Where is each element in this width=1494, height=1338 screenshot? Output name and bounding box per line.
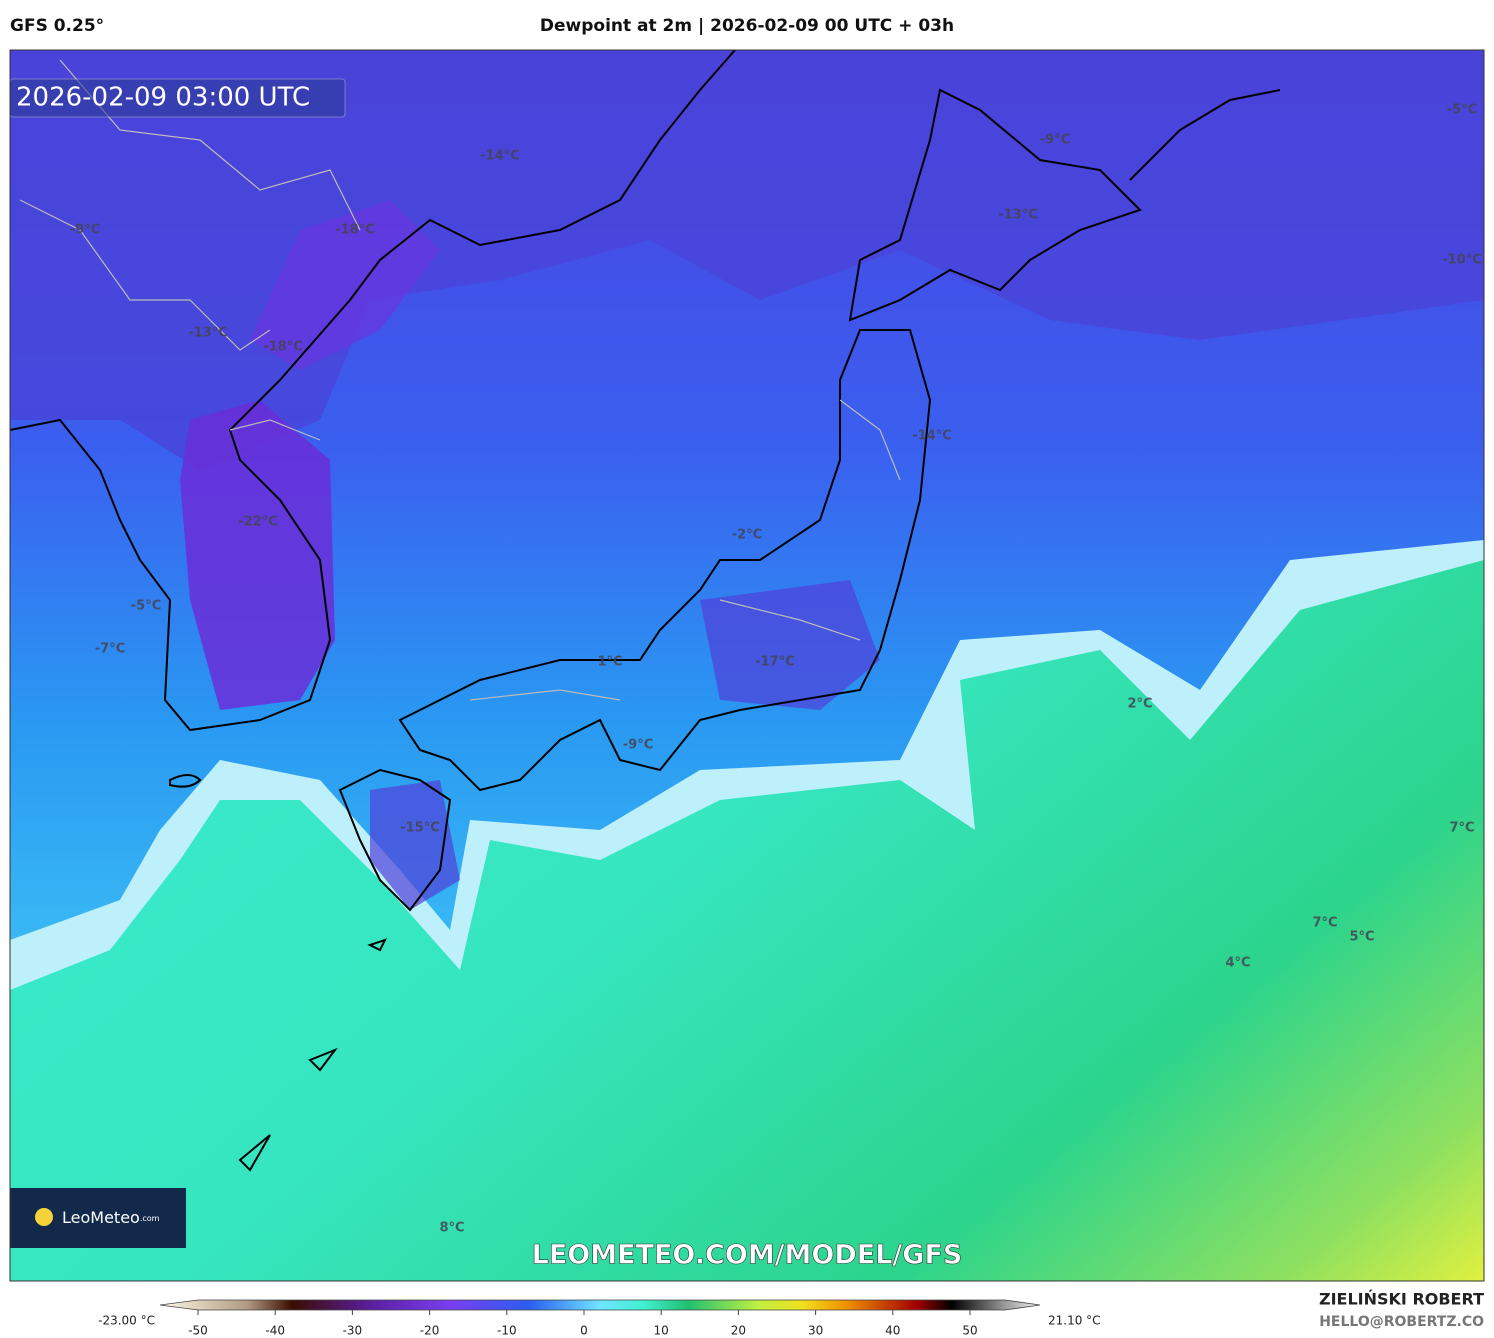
contour-label: -15°C [400, 821, 440, 836]
contour-label: -13°C [188, 326, 228, 341]
colorbar-max: 21.10 °C [1048, 1314, 1101, 1328]
contour-label: -14°C [480, 149, 520, 164]
border [19, 59, 901, 701]
colorbar-tick-label: 40 [885, 1324, 900, 1338]
contour-label: 8°C [439, 1221, 464, 1236]
map-title: Dewpoint at 2m | 2026-02-09 00 UTC + 03h [540, 16, 954, 36]
deep-cold [10, 50, 1484, 470]
coastline [848, 88, 1142, 322]
coastline [169, 774, 387, 1172]
logo-text: LeoMeteo [62, 1208, 140, 1227]
coastline [1129, 89, 1281, 181]
timestamp: 2026-02-09 03:00 UTC [16, 83, 310, 113]
contour-label: -9°C [623, 738, 653, 753]
contour-label: -9°C [1040, 133, 1070, 148]
colorbar-tick-label: -40 [265, 1324, 285, 1338]
contour-label: -2°C [732, 528, 762, 543]
colorbar-ticks: -50 -40 -30 -20 -10 0 10 20 30 40 50 [188, 1310, 978, 1338]
coastline [9, 49, 736, 732]
colorbar [159, 1299, 1041, 1311]
colorbar-tick-label: -20 [420, 1324, 440, 1338]
map: 2026-02-09 03:00 UTC -14°C-9°C-5°C-9°C -1… [9, 49, 1484, 1281]
email: HELLO@ROBERTZ.CO [1319, 1314, 1484, 1330]
contour-label: -9°C [70, 223, 100, 238]
contour-label: -14°C [912, 429, 952, 444]
coastline [338, 768, 452, 912]
contour-label: -5°C [131, 599, 161, 614]
colorbar-tick-label: -10 [497, 1324, 517, 1338]
contour-label: 1°C [597, 655, 622, 670]
korea-cold [180, 400, 335, 710]
cold-pocket [250, 200, 440, 370]
contour-label: 2°C [1127, 697, 1152, 712]
colorbar-tick-label: 50 [962, 1324, 977, 1338]
logo-sun [35, 1208, 53, 1226]
logo-suffix: .com [140, 1214, 160, 1223]
contour-label: -5°C [1447, 103, 1477, 118]
contour-label: -22°C [238, 515, 278, 530]
logo: LeoMeteo.com [62, 1208, 160, 1227]
contour-label: -13°C [998, 208, 1038, 223]
map-frame [9, 49, 1485, 1282]
contour-label: 7°C [1312, 916, 1337, 931]
colorbar-tick-label: -50 [188, 1324, 208, 1338]
colorbar-tick-label: 0 [580, 1324, 588, 1338]
watermark: LEOMETEO.COM/MODEL/GFS [532, 1240, 963, 1271]
model-name: GFS 0.25° [10, 16, 104, 36]
contour-label: 7°C [1449, 821, 1474, 836]
colorbar-tick-label: 30 [808, 1324, 823, 1338]
contour-label: -17°C [755, 655, 795, 670]
coastline [398, 329, 932, 792]
contour-label: 4°C [1225, 956, 1250, 971]
contour-label: -18°C [335, 223, 375, 238]
map-labels: -14°C -9°C -5°C -9°C -18°C -13°C -10°C -13°C -18… [70, 103, 1482, 1236]
cold-pocket [370, 780, 460, 910]
cold-pocket [700, 580, 880, 710]
colorbar-tick-label: -30 [343, 1324, 363, 1338]
contour-label: -10°C [1442, 253, 1482, 268]
contour-label: -18°C [263, 340, 303, 355]
colorbar-min: -23.00 °C [98, 1314, 155, 1328]
author: ZIELIŃSKI ROBERT [1319, 1290, 1484, 1309]
colorbar-tick-label: 20 [731, 1324, 746, 1338]
contour-label: 5°C [1349, 930, 1374, 945]
contour-label: -7°C [95, 642, 125, 657]
colorbar-tick-label: 10 [654, 1324, 669, 1338]
